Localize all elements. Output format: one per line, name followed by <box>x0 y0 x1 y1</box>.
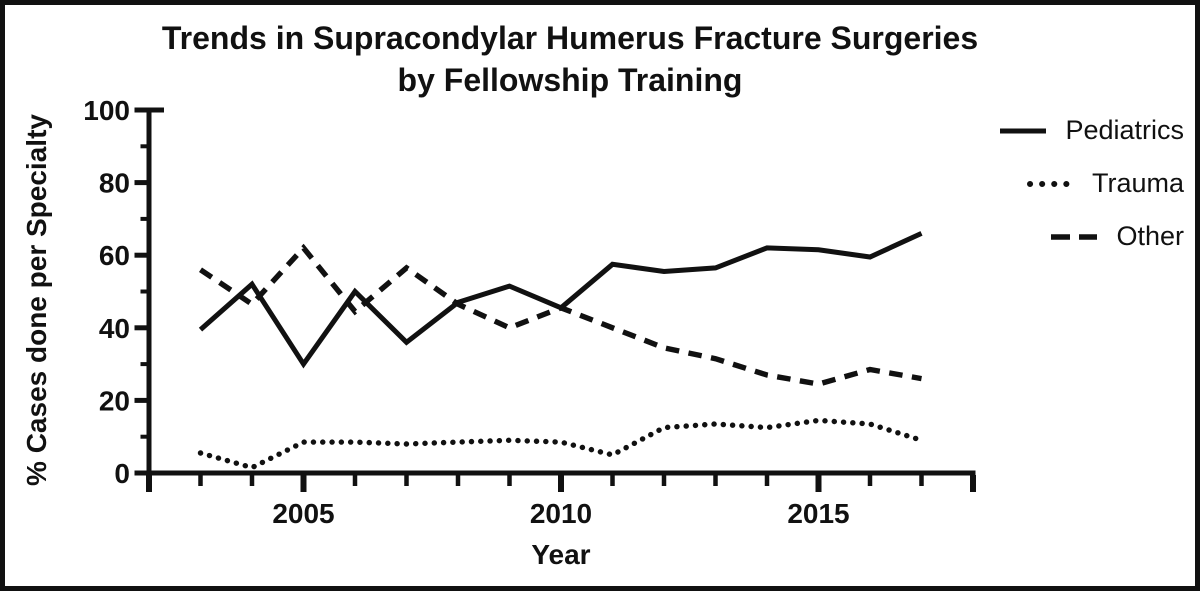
chart-title-line2: by Fellowship Training <box>398 62 743 98</box>
legend-label: Pediatrics <box>1065 115 1184 145</box>
legend-label: Other <box>1116 221 1184 251</box>
y-tick-label: 20 <box>99 385 130 416</box>
y-tick-label: 100 <box>83 95 130 126</box>
series-line-trauma <box>197 417 925 471</box>
legend-row: Pediatrics <box>999 104 1184 157</box>
legend-dashed-line-icon <box>1051 233 1098 240</box>
y-tick-label: 40 <box>99 313 130 344</box>
legend-dotted-line-icon <box>1026 180 1073 187</box>
x-tick-label: 2005 <box>272 498 334 529</box>
legend-row: Other <box>999 210 1184 263</box>
series-line-other <box>198 243 922 387</box>
y-tick-label: 60 <box>99 240 130 271</box>
chart-title-line1: Trends in Supracondylar Humerus Fracture… <box>162 20 978 56</box>
x-tick-label: 2010 <box>530 498 592 529</box>
legend-label: Trauma <box>1091 168 1184 198</box>
legend: Pediatrics Trauma Other <box>999 104 1184 263</box>
x-tick-label: 2015 <box>787 498 849 529</box>
legend-solid-line-icon <box>1000 128 1047 133</box>
y-tick-label: 80 <box>99 168 130 199</box>
y-tick-label: 0 <box>114 458 130 489</box>
x-axis-label: Year <box>531 539 590 570</box>
legend-row: Trauma <box>999 157 1184 210</box>
y-axis-label: % Cases done per Specialty <box>21 114 52 486</box>
